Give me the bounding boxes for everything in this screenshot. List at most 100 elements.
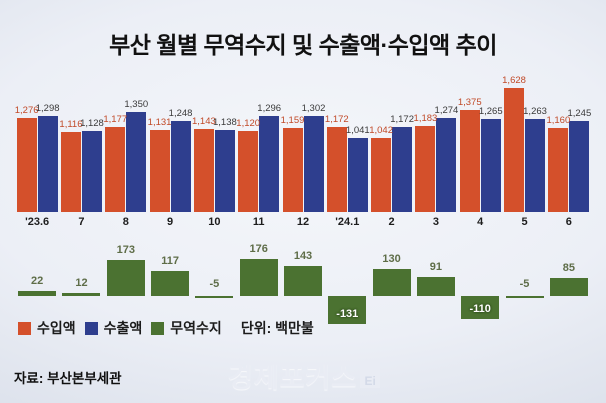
balance-value-label: 22 — [31, 275, 44, 287]
export-swatch — [84, 321, 98, 335]
balance-value-label: 12 — [75, 277, 88, 289]
balance-bar — [195, 296, 234, 298]
import-swatch — [18, 321, 31, 335]
export-bar — [259, 116, 280, 212]
export-bar — [347, 138, 368, 212]
balance-bar — [18, 291, 57, 296]
export-value-label: 1,274 — [434, 105, 459, 116]
month-label: 4 — [477, 216, 484, 228]
month-label: 2 — [388, 216, 395, 228]
export-value-label: 1,350 — [124, 99, 149, 110]
import-bar — [16, 118, 37, 212]
balance-bar — [62, 293, 101, 296]
export-bar — [480, 119, 501, 212]
legend-item-import: 수입액 — [18, 318, 76, 338]
import-value-label: 1,143 — [191, 116, 216, 127]
import-value-label: 1,183 — [413, 113, 438, 124]
balance-bar — [106, 260, 145, 296]
export-bar — [37, 116, 58, 212]
month-label: 5 — [521, 216, 528, 228]
balance-value-label: -5 — [209, 278, 220, 290]
publisher-logo-text: 경제포커스 — [228, 363, 358, 393]
balance-bar — [549, 278, 588, 296]
export-value-label: 1,296 — [257, 103, 282, 114]
balance-bar — [151, 271, 190, 296]
legend-item-balance: 무역수지 — [151, 318, 222, 338]
export-bar — [569, 121, 590, 212]
balance-value-label: 176 — [249, 243, 268, 255]
month-label: 11 — [252, 216, 265, 228]
export-value-label: 1,265 — [478, 106, 503, 117]
import-value-label: 1,159 — [280, 115, 305, 126]
chart-legend: 수입액 수출액 무역수지 단위: 백만불 — [18, 318, 314, 338]
import-value-label: 1,276 — [14, 105, 39, 116]
export-value-label: 1,263 — [523, 106, 547, 117]
import-value-label: 1,628 — [502, 75, 526, 86]
page-title: 부산 월별 무역수지 및 수출액·수입액 추이 — [109, 32, 497, 58]
import-value-label: 1,172 — [324, 114, 349, 125]
import-bar — [149, 130, 170, 212]
publisher-logo-mark-icon: Ei — [360, 363, 381, 388]
export-bar — [525, 119, 546, 212]
month-label: 8 — [122, 216, 129, 228]
export-bar — [303, 116, 324, 212]
unit-label: 단위: 백만불 — [240, 320, 314, 336]
balance-value-label: -110 — [469, 303, 491, 315]
month-label: 9 — [167, 216, 174, 228]
balance-bar — [372, 269, 411, 296]
export-value-label: 1,245 — [567, 108, 592, 119]
export-value-label: 1,298 — [35, 103, 60, 114]
import-value-label: 1,120 — [236, 118, 261, 129]
export-bar — [214, 130, 235, 212]
import-bar — [282, 128, 303, 212]
import-bar — [504, 88, 525, 212]
month-label: 3 — [432, 216, 439, 228]
month-label: '23.6 — [25, 216, 50, 228]
balance-bar — [284, 266, 322, 296]
export-value-label: 1,302 — [301, 103, 326, 114]
month-label: 7 — [78, 216, 85, 228]
balance-value-label: 130 — [382, 253, 401, 265]
import-value-label: 1,131 — [147, 117, 172, 128]
month-label: '24.1 — [335, 216, 360, 228]
legend-label-export: 수출액 — [103, 320, 143, 336]
import-bar — [371, 138, 392, 212]
balance-bar — [239, 259, 278, 296]
import-bar — [548, 128, 569, 212]
import-value-label: 1,375 — [457, 97, 482, 108]
publisher-logo: 경제포커스 Ei — [228, 356, 381, 395]
balance-value-label: 143 — [293, 250, 313, 262]
import-bar — [60, 132, 81, 212]
balance-bar — [505, 296, 544, 298]
balance-bar — [461, 296, 500, 319]
balance-bar — [328, 296, 367, 324]
import-value-label: 1,177 — [103, 114, 128, 125]
export-value-label: 1,128 — [80, 118, 104, 129]
legend-label-import: 수입액 — [37, 320, 76, 336]
export-value-label: 1,041 — [345, 125, 370, 136]
import-bar — [193, 129, 214, 212]
export-bar — [126, 112, 147, 212]
import-bar — [326, 127, 347, 212]
import-value-label: 1,160 — [546, 115, 571, 126]
import-bar — [459, 110, 480, 212]
export-value-label: 1,172 — [390, 114, 414, 125]
export-bar — [436, 118, 457, 212]
month-label: 6 — [565, 216, 572, 228]
export-bar — [392, 127, 413, 212]
import-value-label: 1,116 — [59, 119, 83, 130]
month-label: 10 — [208, 216, 221, 228]
balance-swatch — [151, 321, 165, 335]
legend-item-export: 수출액 — [84, 318, 143, 338]
balance-value-label: -131 — [336, 308, 359, 320]
import-bar — [238, 131, 259, 212]
legend-label-balance: 무역수지 — [170, 320, 222, 336]
balance-value-label: 85 — [562, 262, 575, 274]
balance-value-label: 91 — [429, 261, 443, 273]
export-bar — [170, 121, 191, 212]
balance-value-label: -5 — [519, 278, 530, 290]
import-bar — [415, 126, 436, 212]
